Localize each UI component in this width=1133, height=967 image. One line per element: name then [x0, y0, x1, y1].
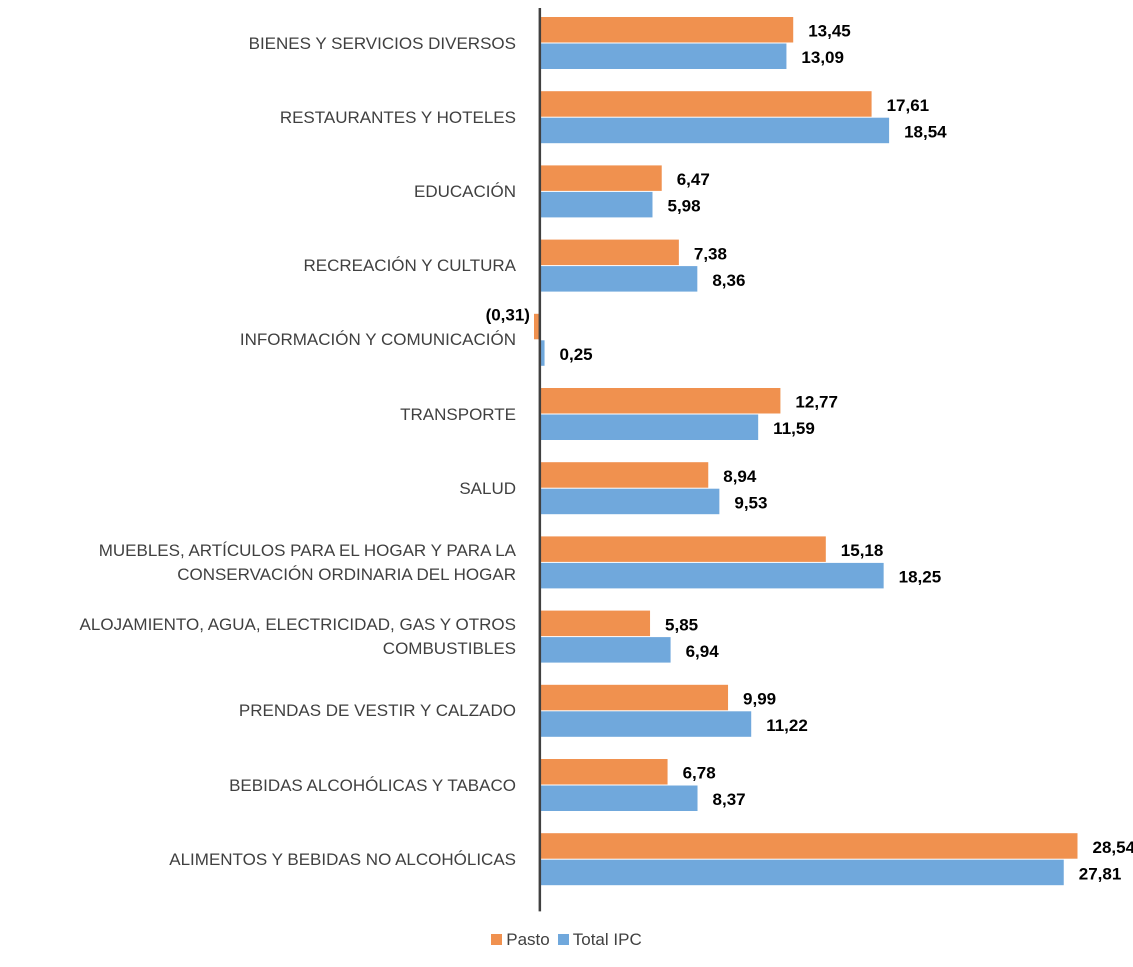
bar — [539, 266, 698, 292]
value-label: 27,81 — [1079, 864, 1122, 883]
bar — [539, 414, 759, 440]
value-label: 17,61 — [887, 96, 930, 115]
bar — [539, 488, 720, 515]
legend-item: Total IPC — [557, 930, 642, 950]
bar — [539, 785, 698, 811]
bar — [539, 833, 1078, 859]
value-label: 11,22 — [766, 716, 808, 735]
bar — [539, 43, 787, 69]
value-label: 9,99 — [743, 690, 776, 709]
bar — [539, 191, 653, 218]
bar — [539, 562, 884, 589]
value-label: 0,25 — [560, 345, 593, 364]
value-label: 9,53 — [734, 493, 767, 512]
legend-label: Total IPC — [572, 930, 642, 949]
value-label: 18,25 — [899, 568, 942, 587]
bar — [539, 117, 890, 144]
value-label: 5,98 — [667, 197, 700, 216]
bar — [539, 637, 671, 663]
legend-swatch — [557, 934, 569, 945]
bar — [533, 313, 540, 340]
value-label: 18,54 — [904, 122, 947, 141]
category-label: BEBIDAS ALCOHÓLICAS Y TABACO — [229, 775, 516, 795]
bar — [539, 388, 781, 414]
bar — [539, 711, 752, 737]
bar — [539, 17, 794, 43]
category-label: ALOJAMIENTO, AGUA, ELECTRICIDAD, GAS Y O… — [79, 615, 516, 659]
category-label: ALIMENTOS Y BEBIDAS NO ALCOHÓLICAS — [169, 849, 516, 869]
value-label: 28,54 — [1092, 838, 1133, 857]
legend: Pasto Total IPC — [0, 930, 1133, 950]
bar — [539, 340, 545, 366]
category-label: EDUCACIÓN — [413, 181, 516, 201]
value-label: 11,59 — [773, 419, 815, 438]
value-label: 6,78 — [683, 764, 716, 783]
category-label: RESTAURANTES Y HOTELES — [279, 107, 516, 127]
category-label: SALUD — [459, 478, 516, 498]
value-label: 13,09 — [801, 48, 844, 67]
bar — [539, 759, 668, 785]
value-label: (0,31) — [486, 305, 530, 324]
category-label: TRANSPORTE — [400, 404, 516, 424]
bar — [539, 859, 1064, 886]
bar — [539, 462, 709, 488]
legend-swatch — [491, 934, 503, 945]
value-label: 5,85 — [665, 615, 698, 634]
value-label: 6,47 — [677, 170, 710, 189]
legend-label: Pasto — [506, 930, 550, 949]
value-label: 12,77 — [795, 393, 838, 412]
bar — [539, 165, 662, 191]
bar — [539, 536, 826, 562]
value-label: 13,45 — [808, 22, 851, 41]
value-label: 7,38 — [694, 244, 727, 263]
category-label: INFORMACIÓN Y COMUNICACIÓN — [239, 330, 516, 350]
bar — [539, 91, 872, 117]
bar — [539, 239, 679, 266]
value-label: 6,94 — [686, 642, 720, 661]
bar — [539, 610, 651, 637]
value-label: 8,36 — [712, 271, 745, 290]
category-label: RECREACIÓN Y CULTURA — [303, 256, 516, 276]
value-label: 15,18 — [841, 541, 884, 560]
legend-item: Pasto — [491, 930, 550, 950]
bar — [539, 684, 729, 711]
value-label: 8,94 — [723, 467, 757, 486]
category-label: PRENDAS DE VESTIR Y CALZADO — [238, 701, 516, 721]
category-label: MUEBLES, ARTÍCULOS PARA EL HOGAR Y PARA … — [98, 540, 516, 584]
category-label: BIENES Y SERVICIOS DIVERSOS — [248, 33, 516, 53]
value-label: 8,37 — [713, 790, 746, 809]
